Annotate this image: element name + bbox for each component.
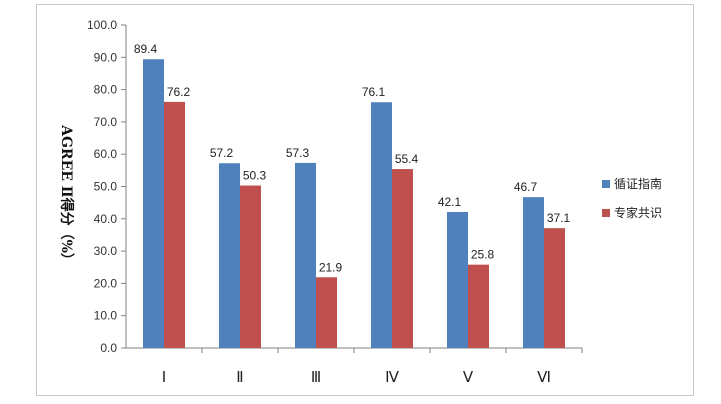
x-category-label: Ⅵ	[537, 370, 551, 386]
bar-guideline	[295, 162, 316, 348]
y-tick-label: 0.0	[100, 341, 117, 355]
x-category-label: Ⅴ	[463, 370, 474, 386]
x-category-label: Ⅲ	[311, 370, 321, 386]
y-tick-label: 20.0	[94, 276, 118, 290]
data-label: 89.4	[134, 42, 158, 56]
y-tick-label: 30.0	[94, 244, 118, 258]
legend-label: 专家共识	[614, 205, 662, 220]
bar-guideline	[219, 163, 240, 348]
bar-guideline	[143, 59, 164, 348]
x-category-label: Ⅳ	[385, 370, 399, 386]
y-tick-label: 10.0	[94, 309, 118, 323]
legend-label: 循证指南	[614, 176, 662, 191]
data-label: 50.3	[243, 169, 267, 183]
x-category-label: Ⅰ	[162, 370, 166, 386]
data-label: 21.9	[319, 260, 343, 274]
data-label: 42.1	[438, 195, 462, 209]
bar-consensus	[316, 277, 337, 348]
bar-guideline	[523, 197, 544, 348]
y-tick-label: 80.0	[94, 83, 118, 97]
y-axis-title: AGREE Ⅱ得分（%）	[58, 124, 75, 267]
data-label: 57.2	[210, 146, 234, 160]
data-label: 57.3	[286, 146, 310, 160]
bar-consensus	[468, 264, 489, 348]
bar-consensus	[240, 185, 261, 348]
y-tick-label: 40.0	[94, 212, 118, 226]
data-label: 76.2	[167, 85, 191, 99]
data-label: 76.1	[362, 85, 386, 99]
legend-swatch	[602, 180, 610, 188]
y-tick-label: 90.0	[94, 50, 118, 64]
y-tick-label: 100.0	[87, 18, 117, 32]
y-tick-label: 50.0	[94, 180, 118, 194]
bar-consensus	[164, 101, 185, 349]
bar-consensus	[392, 169, 413, 348]
bar-consensus	[544, 228, 565, 348]
data-label: 46.7	[514, 180, 538, 194]
data-label: 55.4	[395, 152, 419, 166]
data-label: 37.1	[547, 211, 571, 225]
y-tick-label: 70.0	[94, 115, 118, 129]
y-tick-label: 60.0	[94, 147, 118, 161]
bar-guideline	[371, 102, 392, 349]
bar-guideline	[447, 212, 468, 348]
x-category-label: Ⅱ	[236, 370, 243, 386]
legend-swatch	[602, 209, 610, 217]
data-label: 25.8	[471, 248, 495, 262]
